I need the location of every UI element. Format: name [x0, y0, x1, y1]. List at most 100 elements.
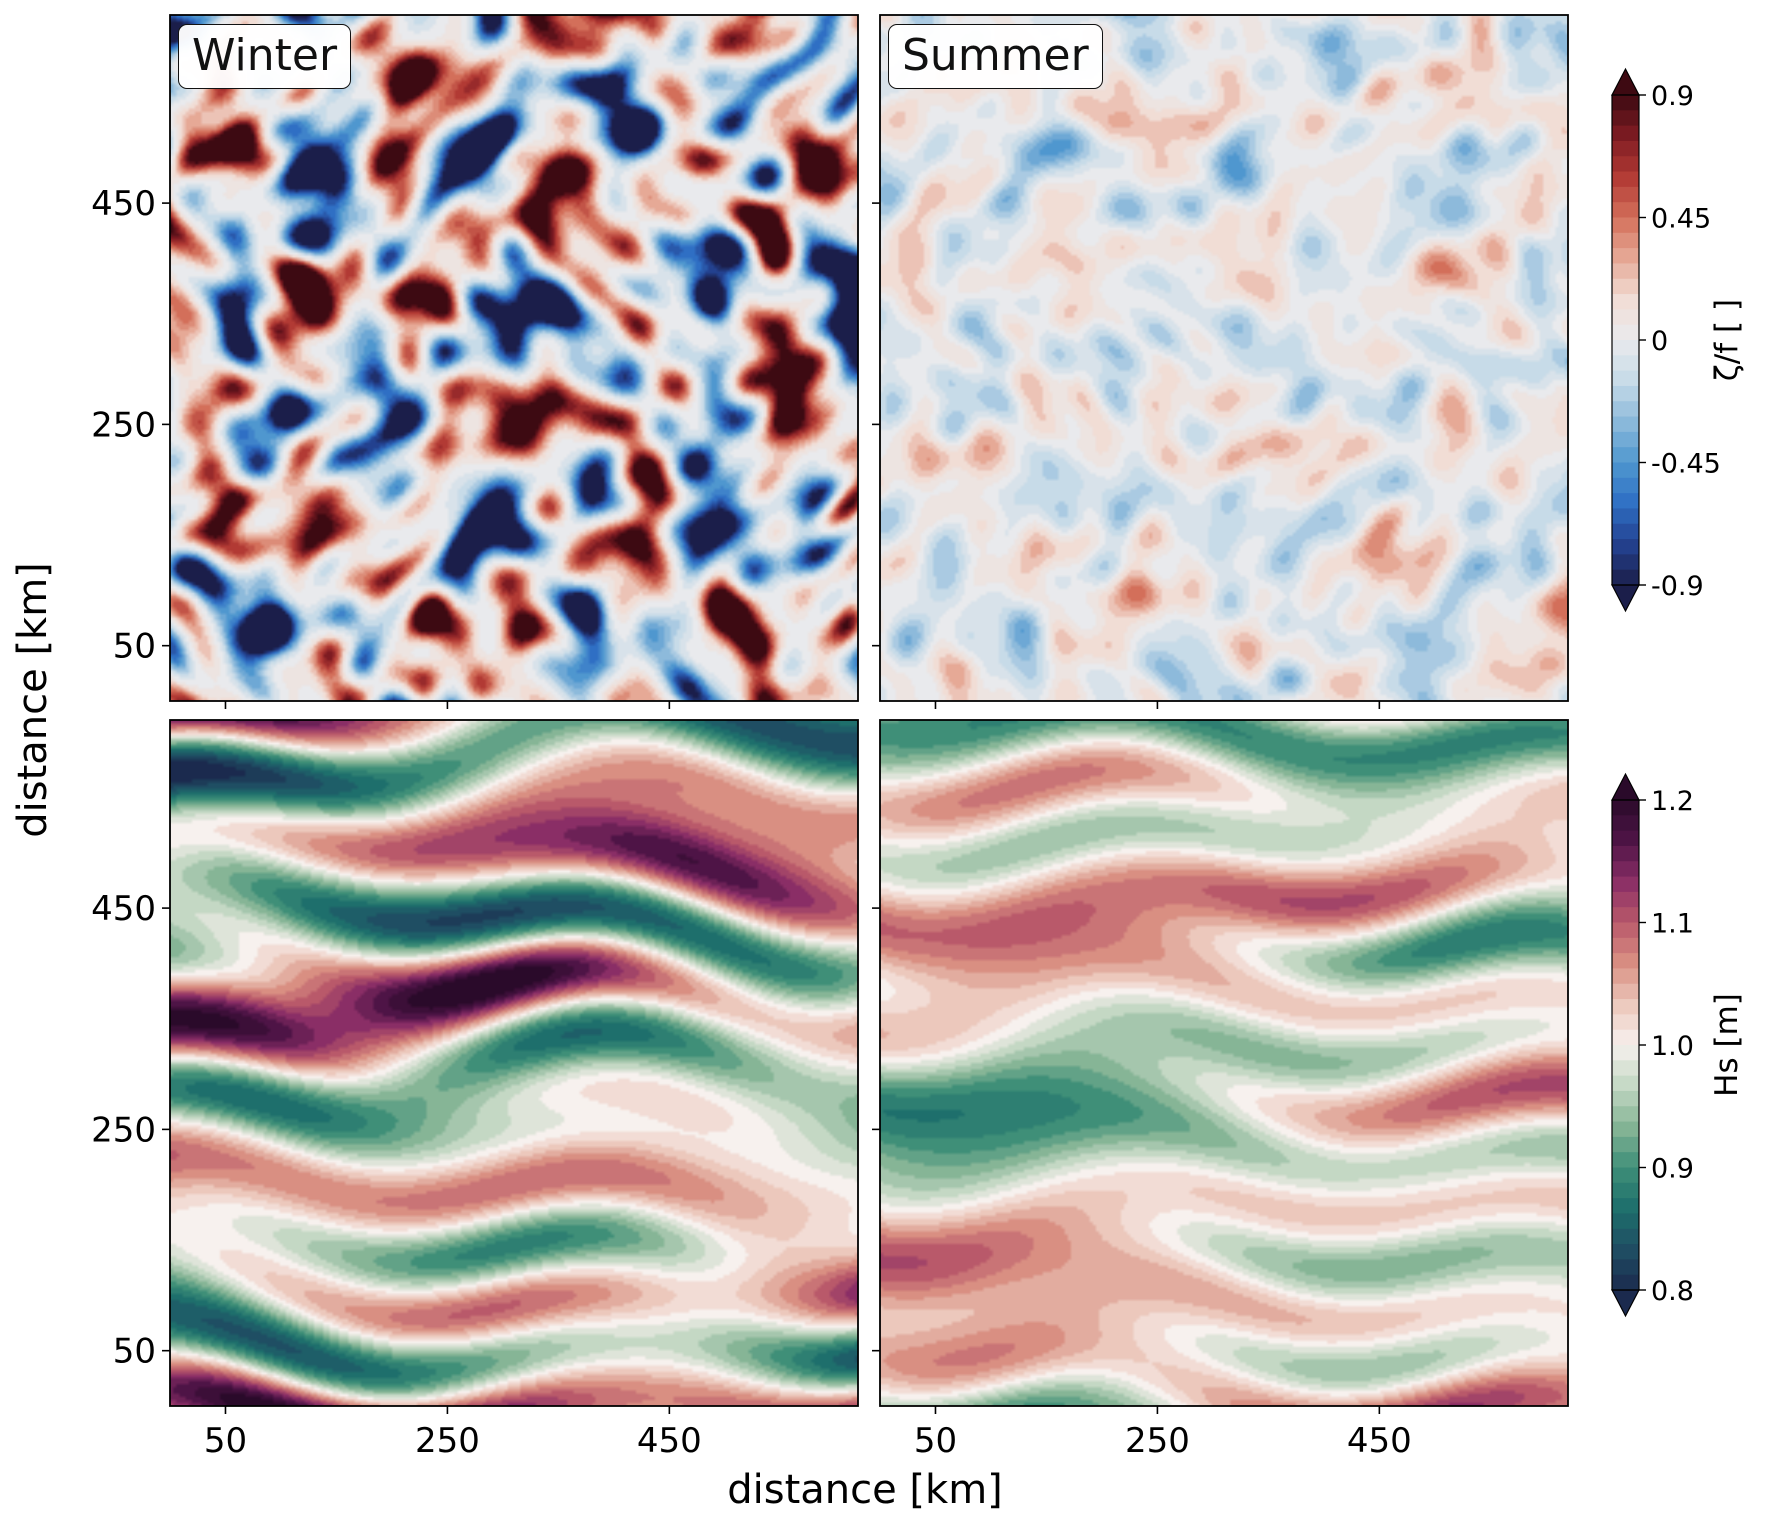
heatmap-Hs-winter [170, 720, 858, 1406]
y-tick-label: 450 [91, 889, 156, 929]
colorbar-tick-label: 0.9 [1651, 81, 1694, 112]
colorbar-segment [1612, 263, 1639, 280]
colorbar-segment [1612, 523, 1639, 540]
colorbar-segment [1612, 171, 1639, 188]
y-tick-label: 250 [91, 405, 156, 445]
heatmap-Hs-summer [880, 720, 1568, 1406]
colorbar-segment [1612, 861, 1639, 878]
colorbar-segment [1612, 1213, 1639, 1230]
colorbar-segment [1612, 922, 1639, 939]
colorbar-segment [1612, 907, 1639, 924]
colorbar-segment [1612, 1045, 1639, 1061]
colorbar-segment [1612, 845, 1639, 862]
colorbar-segment [1612, 140, 1639, 157]
colorbar-segment [1612, 95, 1639, 111]
x-tick-label: 50 [204, 1421, 247, 1461]
colorbar-segment [1612, 830, 1639, 847]
colorbar-segment [1612, 1244, 1639, 1260]
colorbar-segment [1612, 416, 1639, 433]
colorbar-segment [1612, 278, 1639, 295]
colorbar-segment [1612, 937, 1639, 954]
colorbar-segment [1612, 1182, 1639, 1199]
colorbar-tick-label: 1.0 [1651, 1031, 1694, 1062]
colorbar-segment [1612, 324, 1639, 341]
colorbar-segment [1612, 493, 1639, 510]
colorbar-segment [1612, 232, 1639, 249]
colorbar-segment [1612, 1029, 1639, 1046]
colorbar-segment [1612, 355, 1639, 372]
panel-label-winter: Winter [178, 24, 352, 89]
colorbar-segment [1612, 1136, 1639, 1153]
y-tick-label: 50 [113, 1332, 156, 1372]
x-tick-label: 450 [1347, 1421, 1412, 1461]
colorbar-segment [1612, 1090, 1639, 1107]
y-tick-label: 450 [91, 184, 156, 224]
colorbar-extend-min [1611, 584, 1640, 613]
heatmap-zeta_over_f-winter [170, 15, 858, 701]
colorbar-segment [1612, 1075, 1639, 1092]
colorbar-segment [1612, 309, 1639, 326]
colorbar-segment [1612, 462, 1639, 479]
colorbar-segment [1612, 401, 1639, 418]
x-tick-label: 450 [637, 1421, 702, 1461]
colorbar-segment [1612, 340, 1639, 356]
colorbar-segment [1612, 385, 1639, 402]
colorbar-segment [1612, 968, 1639, 985]
colorbar-extend-min [1611, 1289, 1640, 1318]
colorbar-segment [1612, 431, 1639, 448]
colorbar-segment [1612, 447, 1639, 464]
panel-frame [169, 719, 859, 1407]
colorbar-tick-label: 0 [1651, 326, 1668, 357]
colorbar-segment [1612, 370, 1639, 387]
colorbar-segment [1612, 156, 1639, 173]
colorbar-segment [1612, 1274, 1639, 1291]
colorbar-segment [1612, 110, 1639, 127]
colorbar-segment [1612, 125, 1639, 142]
colorbars: 0.9 0.45 0 -0.45 -0.9 ζ/f [ ] 1.2 1.1 1.0 0.9 0.8 H… [1611, 67, 1745, 1318]
x-tick-label: 50 [914, 1421, 957, 1461]
tick-marks: 50 250 450 50 250 450 50 250 450 50 250 450 [91, 184, 1412, 1461]
x-tick-label: 250 [415, 1421, 480, 1461]
colorbar-tick-label: 1.2 [1651, 786, 1694, 817]
colorbar-extend-max [1611, 67, 1640, 96]
colorbar-segment [1612, 1228, 1639, 1245]
y-axis-label: distance [km] [10, 562, 56, 838]
colorbar-tick-label: 0.45 [1651, 204, 1711, 235]
colorbar-segment [1612, 202, 1639, 219]
colorbar-segment [1612, 1121, 1639, 1138]
colorbar-segment [1612, 1060, 1639, 1077]
colorbar-segment [1612, 1014, 1639, 1031]
colorbar-segment [1612, 815, 1639, 832]
colorbar-tick-label: -0.45 [1651, 449, 1721, 480]
panel-frame [879, 719, 1569, 1407]
colorbar-segment [1612, 876, 1639, 893]
colorbar-segment [1612, 1106, 1639, 1123]
colorbar-segment [1612, 217, 1639, 234]
heatmap-zeta_over_f-summer [880, 15, 1568, 701]
colorbar-tick-label: 1.1 [1651, 909, 1694, 940]
colorbar-segment [1612, 539, 1639, 555]
x-tick-label: 250 [1125, 1421, 1190, 1461]
colorbar-segment [1612, 554, 1639, 571]
colorbar-tick-label: -0.9 [1651, 571, 1704, 602]
panels [169, 14, 1569, 1407]
colorbar-segment [1612, 294, 1639, 310]
colorbar-tick-label: 0.9 [1651, 1154, 1694, 1185]
colorbar-segment [1612, 1167, 1639, 1184]
colorbar-segment [1612, 983, 1639, 1000]
colorbar-segment [1612, 508, 1639, 525]
colorbar-label: ζ/f [ ] [1709, 299, 1745, 381]
colorbar-segment [1612, 186, 1639, 203]
colorbar-segment [1612, 1152, 1639, 1169]
panel-frame [879, 14, 1569, 702]
colorbar-segment [1612, 891, 1639, 908]
panel-label-summer: Summer [888, 24, 1103, 89]
colorbar-extend-max [1611, 772, 1640, 801]
y-tick-label: 50 [113, 627, 156, 667]
colorbar-label: Hs [m] [1709, 993, 1745, 1097]
colorbar-segment [1612, 800, 1639, 816]
colorbar-segment [1612, 999, 1639, 1015]
colorbar-segment [1612, 477, 1639, 494]
x-axis-label: distance [km] [727, 1467, 1003, 1513]
